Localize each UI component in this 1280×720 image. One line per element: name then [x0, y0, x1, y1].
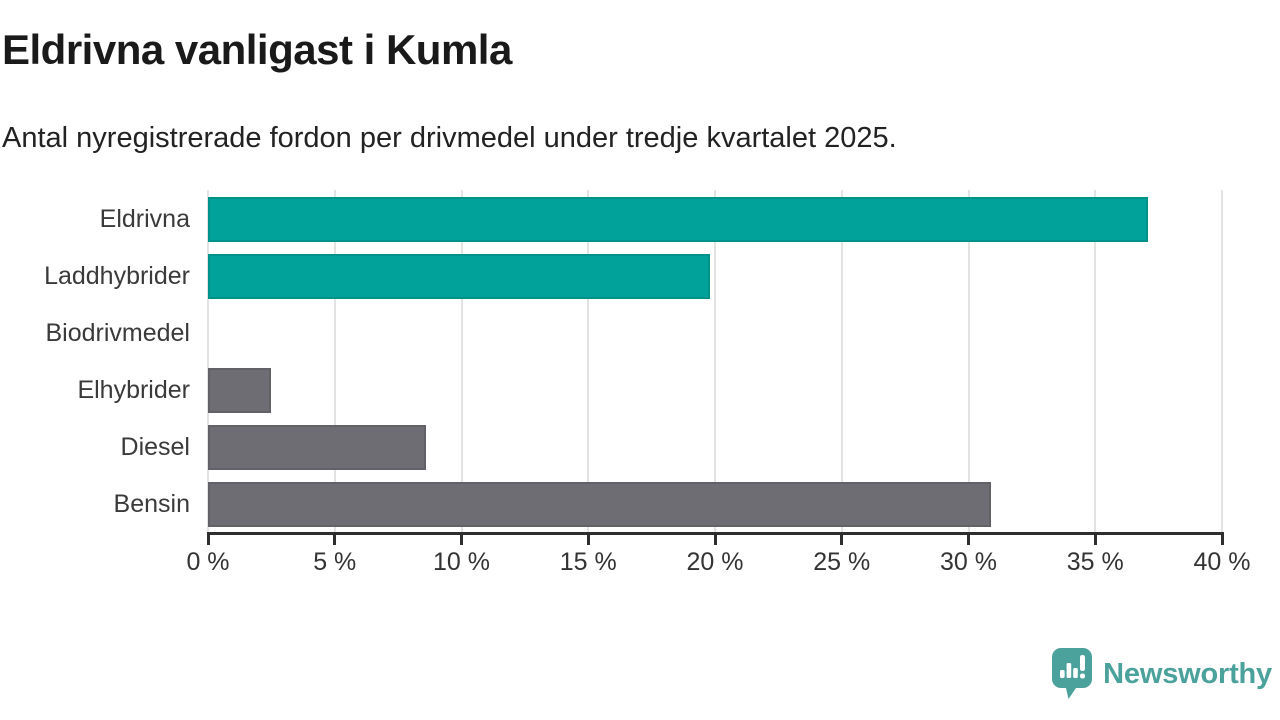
gridline: [1094, 190, 1097, 532]
x-axis-tick: [586, 532, 590, 545]
x-axis-tick: [206, 532, 210, 545]
x-axis-tick-label: 10 %: [433, 548, 490, 576]
x-axis-tick: [460, 532, 463, 545]
category-label: Laddhybrider: [44, 262, 190, 290]
chart-subtitle: Antal nyregistrerade fordon per drivmede…: [2, 122, 897, 154]
gridline: [967, 190, 970, 532]
x-axis-tick: [967, 532, 970, 545]
category-label: Biodrivmedel: [45, 319, 190, 347]
x-axis-tick-label: 15 %: [559, 548, 617, 576]
x-axis-tick-label: 25 %: [813, 548, 871, 576]
x-axis-tick-label: 0 %: [186, 548, 230, 576]
bar: [208, 197, 1148, 242]
bar: [208, 425, 426, 470]
brand-name: Newsworthy: [1103, 657, 1272, 690]
x-axis-tick: [333, 532, 337, 545]
gridline: [587, 190, 590, 532]
gridline: [840, 190, 843, 532]
x-axis-tick-label: 40 %: [1193, 548, 1251, 576]
x-axis-tick-label: 5 %: [313, 548, 357, 576]
gridline: [460, 190, 463, 532]
gridline: [714, 190, 716, 532]
x-axis-tick: [1220, 532, 1224, 545]
bar: [208, 482, 991, 527]
bar: [208, 368, 271, 413]
x-axis-tick-label: 30 %: [940, 548, 997, 576]
speech-bubble-bar-chart-icon: [1052, 648, 1093, 700]
x-axis-tick-label: 35 %: [1066, 548, 1124, 576]
gridline: [1221, 190, 1223, 532]
gridline: [207, 190, 209, 532]
category-label: Bensin: [113, 490, 190, 518]
bar: [208, 254, 710, 299]
x-axis-tick: [840, 532, 844, 545]
gridline: [333, 190, 336, 532]
x-axis-tick: [713, 532, 717, 545]
x-axis-tick-label: 20 %: [686, 548, 744, 576]
category-label: Elhybrider: [77, 376, 190, 404]
category-label: Diesel: [120, 433, 190, 461]
newsworthy-logo: Newsworthy: [1052, 648, 1272, 700]
x-axis-tick: [1093, 532, 1097, 545]
category-label: Eldrivna: [99, 205, 190, 233]
chart-title: Eldrivna vanligast i Kumla: [2, 26, 512, 73]
